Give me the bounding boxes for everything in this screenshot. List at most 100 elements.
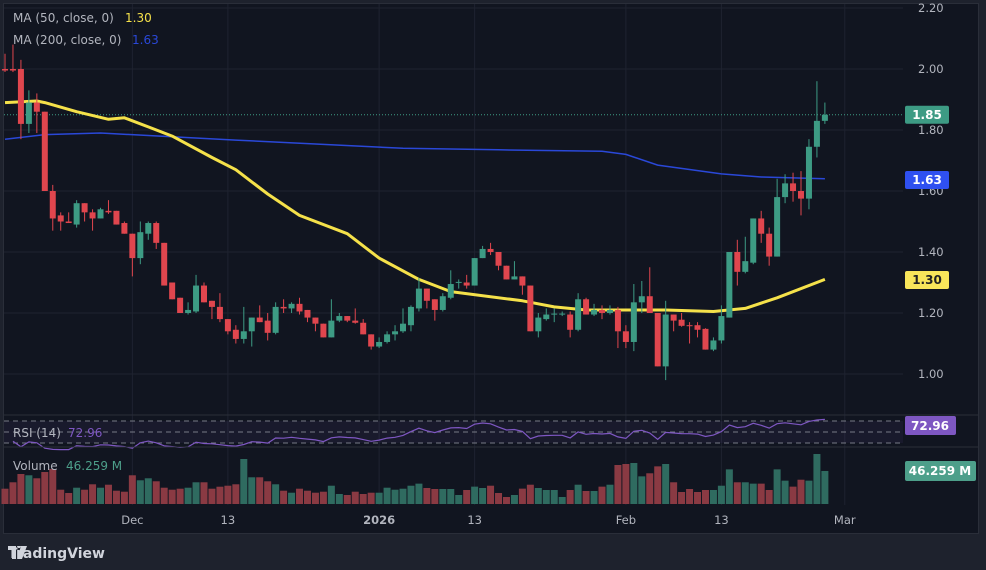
- candle-down: [280, 306, 287, 309]
- brand-name: TradingView: [8, 546, 105, 562]
- candle-up: [742, 261, 749, 272]
- ma200-tag: 1.63: [912, 173, 942, 187]
- tradingview-brand[interactable]: TradingView: [8, 546, 105, 562]
- volume-bar: [558, 497, 566, 504]
- candle-down: [519, 276, 526, 286]
- candle-down: [686, 325, 693, 327]
- candle-up: [813, 120, 820, 147]
- candle-up: [638, 296, 645, 303]
- volume-bar: [566, 490, 574, 504]
- volume-bar: [717, 485, 725, 504]
- volume-bar: [638, 476, 646, 504]
- candle-down: [622, 331, 629, 342]
- candle-up: [384, 334, 391, 342]
- volume-bar: [224, 485, 232, 504]
- volume-bar: [630, 463, 638, 504]
- candle-down: [646, 296, 653, 313]
- candle-up: [606, 309, 613, 313]
- candle-down: [208, 300, 215, 307]
- candles: [2, 44, 828, 381]
- candle-up: [185, 309, 192, 313]
- volume-bar: [41, 472, 49, 504]
- volume-bar: [232, 484, 240, 504]
- price-tick-label: 1.20: [918, 306, 944, 320]
- volume-bar: [510, 495, 518, 504]
- candle-up: [400, 323, 406, 332]
- candle-down: [320, 323, 327, 338]
- volume-bar: [694, 492, 702, 504]
- ma50-tag: 1.30: [912, 273, 942, 287]
- volume-bar: [495, 493, 503, 504]
- volume-bar: [112, 490, 120, 504]
- candle-down: [766, 233, 773, 257]
- candle-up: [805, 146, 812, 199]
- candle-down: [368, 334, 375, 347]
- candle-down: [81, 203, 88, 213]
- candle-up: [591, 309, 598, 315]
- price-axis[interactable]: 2.202.001.801.601.401.201.00: [918, 1, 944, 381]
- rsi-tag: 72.96: [911, 419, 949, 433]
- candle-up: [821, 114, 828, 121]
- volume-bar: [550, 490, 558, 504]
- candle-up: [288, 303, 295, 309]
- candle-down: [57, 215, 64, 222]
- candle-up: [662, 314, 669, 367]
- volume-bar: [160, 487, 168, 504]
- volume-bar: [303, 490, 311, 504]
- chart-canvas[interactable]: 2.202.001.801.601.401.201.00 Dec 13 2026 13…: [0, 0, 986, 540]
- candle-down: [153, 223, 160, 243]
- volume-bar: [319, 491, 327, 504]
- volume-bar: [81, 489, 89, 504]
- volume-bar: [33, 478, 41, 504]
- volume-bar: [455, 495, 463, 504]
- candle-up: [137, 232, 144, 259]
- ma200-line: [4, 132, 825, 180]
- candle-down: [495, 252, 502, 266]
- volume-bar: [765, 490, 773, 504]
- candle-down: [304, 309, 311, 318]
- price-tick-label: 2.00: [918, 62, 944, 76]
- candle-down: [2, 69, 8, 71]
- candle-up: [535, 317, 542, 332]
- candle-down: [527, 285, 534, 332]
- volume-bar: [49, 469, 57, 504]
- volume-bar: [582, 491, 590, 504]
- tradingview-logo-icon: [8, 546, 27, 559]
- candle-down: [614, 309, 621, 332]
- time-axis[interactable]: Dec 13 2026 13 Feb 13 Mar: [121, 513, 856, 527]
- ma200-legend-label[interactable]: MA (200, close, 0): [13, 33, 121, 47]
- volume-bar: [622, 464, 630, 504]
- volume-bar: [359, 494, 367, 504]
- volume-bar: [136, 480, 144, 504]
- candle-down: [121, 223, 128, 234]
- candle-down: [169, 282, 176, 300]
- candle-down: [423, 288, 430, 301]
- candle-up: [248, 317, 255, 332]
- candle-down: [113, 210, 120, 225]
- volume-bar: [104, 484, 112, 504]
- volume-bar: [709, 490, 717, 504]
- volume-legend-label[interactable]: Volume: [13, 459, 58, 473]
- ma50-tag-bg: [905, 271, 949, 289]
- volume-bar: [288, 492, 296, 504]
- volume-bar: [208, 488, 216, 504]
- volume-bar: [120, 491, 128, 504]
- volume-bar: [168, 489, 176, 504]
- volume-bar: [805, 480, 813, 504]
- candle-down: [9, 69, 16, 71]
- ma200-tag-bg: [905, 171, 949, 189]
- time-tick-label: 13: [467, 513, 482, 527]
- volume-bar: [654, 466, 662, 504]
- volume-bar: [184, 487, 192, 504]
- time-tick-label: Feb: [616, 513, 636, 527]
- candle-up: [272, 306, 279, 333]
- rsi-legend-label[interactable]: RSI (14): [13, 426, 61, 440]
- candle-down: [201, 285, 207, 303]
- last-price-tag-bg: [905, 105, 949, 124]
- volume-bar: [17, 474, 25, 504]
- ma50-legend-label[interactable]: MA (50, close, 0): [13, 11, 114, 25]
- volume-bar: [447, 489, 455, 504]
- volume-bar: [773, 469, 781, 504]
- price-tick-label: 2.20: [918, 1, 944, 15]
- candle-up: [710, 340, 717, 350]
